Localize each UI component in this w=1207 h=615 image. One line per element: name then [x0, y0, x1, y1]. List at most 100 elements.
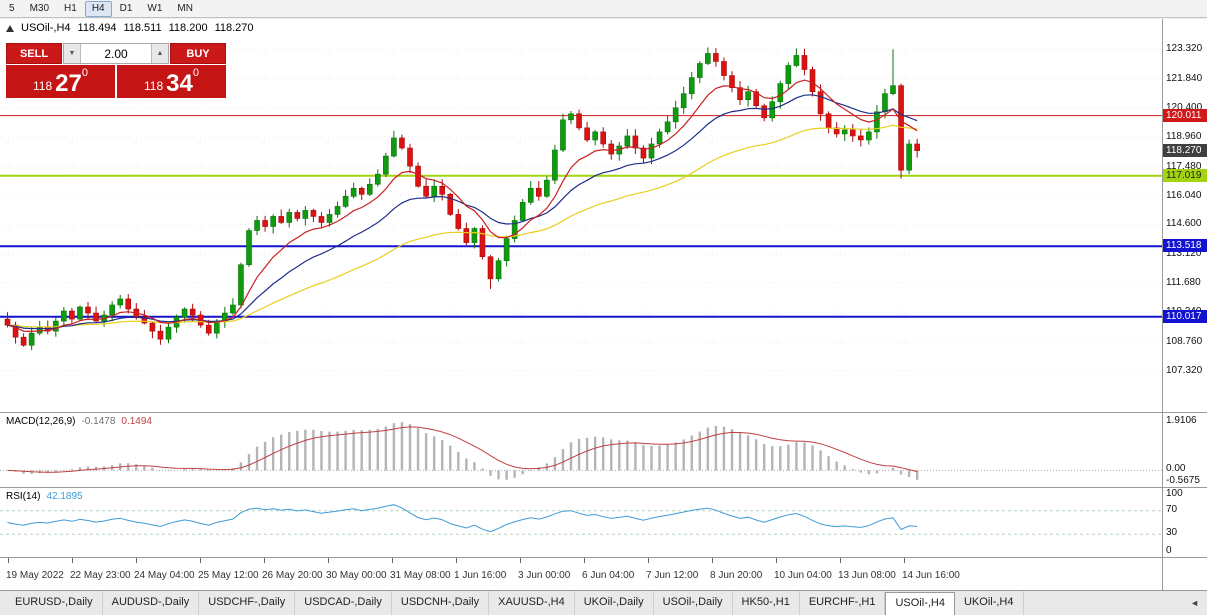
hline-price-label: 110.017	[1163, 309, 1207, 323]
ohlc-close: 118.270	[214, 22, 254, 34]
timeframe-button-5[interactable]: 5	[9, 2, 15, 14]
chart-tab-audusd-daily[interactable]: AUDUSD-,Daily	[103, 591, 200, 615]
rsi-header: RSI(14) 42.1895	[6, 491, 83, 502]
macd-title: MACD(12,26,9)	[6, 416, 76, 427]
buy-button[interactable]: BUY	[170, 43, 226, 64]
candlestick-chart[interactable]	[0, 19, 1162, 412]
timeframe-button-m30[interactable]: M30	[29, 2, 50, 14]
macd-tick-label: 0.00	[1166, 463, 1186, 474]
ohlc-open: 118.494	[77, 22, 117, 34]
volume-value[interactable]: 2.00	[104, 46, 128, 61]
chart-symbol-label: USOil-,H4	[21, 22, 71, 34]
axis-divider	[1162, 19, 1163, 590]
buy-price-prefix: 118	[144, 79, 164, 93]
chart-tab-usdchf-daily[interactable]: USDCHF-,Daily	[199, 591, 296, 615]
rsi-chart	[0, 489, 1162, 558]
time-tick-mark	[456, 558, 457, 563]
time-tick-mark	[264, 558, 265, 563]
timeframe-toolbar: 5 M30 H1 H4 D1 W1 MN	[0, 0, 1207, 18]
timeframe-button-h1[interactable]: H1	[64, 2, 77, 14]
volume-increase-button[interactable]: ▲	[151, 44, 168, 63]
time-axis-label: 26 May 20:00	[262, 570, 323, 581]
time-tick-mark	[648, 558, 649, 563]
time-axis[interactable]: 19 May 2022 22 May 23:00 24 May 04:00 25 Ma…	[0, 557, 1207, 590]
macd-histogram	[14, 422, 919, 480]
rsi-value: 42.1895	[46, 491, 83, 502]
price-tick-label: 113.120	[1166, 248, 1202, 260]
chart-marker-icon	[6, 24, 14, 32]
buy-price-sup: 0	[192, 67, 199, 79]
chart-tab-usdcad-daily[interactable]: USDCAD-,Daily	[295, 591, 392, 615]
time-axis-label: 10 Jun 04:00	[774, 570, 832, 581]
time-axis-label: 25 May 12:00	[198, 570, 259, 581]
rsi-title: RSI(14)	[6, 491, 41, 502]
price-tick-label: 114.600	[1166, 218, 1202, 230]
chart-tab-eurusd-daily[interactable]: EURUSD-,Daily	[6, 591, 103, 615]
timeframe-buttons: 5 M30 H1 H4 D1 W1 MN	[2, 0, 200, 17]
current-price-label: 118.270	[1163, 143, 1207, 157]
hline-price-label: 117.019	[1163, 168, 1207, 182]
sell-button[interactable]: SELL	[6, 43, 62, 64]
chart-tab-ukoil-h4[interactable]: UKOil-,H4	[955, 591, 1024, 615]
chart-tab-usoil-h4[interactable]: USOil-,H4	[885, 592, 955, 615]
price-tick-label: 107.320	[1166, 365, 1203, 376]
macd-tick-label: 1.9106	[1166, 415, 1197, 426]
time-tick-mark	[840, 558, 841, 563]
chart-tab-eurchf-h1[interactable]: EURCHF-,H1	[800, 591, 886, 615]
chart-tabs: EURUSD-,Daily AUDUSD-,Daily USDCHF-,Daily U…	[6, 591, 1024, 615]
macd-signal-line	[7, 426, 918, 473]
chart-tab-ukoil-daily[interactable]: UKOil-,Daily	[575, 591, 654, 615]
chart-tab-bar: EURUSD-,Daily AUDUSD-,Daily USDCHF-,Daily U…	[0, 590, 1207, 615]
one-click-trade-panel: SELL ▼ 2.00 ▲ BUY 118 27 0 118 34 0	[6, 43, 226, 98]
time-tick-mark	[328, 558, 329, 563]
time-tick-mark	[8, 558, 9, 563]
chart-tab-usdcnh-daily[interactable]: USDCNH-,Daily	[392, 591, 490, 615]
time-axis-label: 7 Jun 12:00	[646, 570, 699, 581]
volume-decrease-button[interactable]: ▼	[64, 44, 81, 63]
time-axis-label: 24 May 04:00	[134, 570, 195, 581]
price-tick-label: 111.680	[1166, 277, 1201, 289]
timeframe-button-d1[interactable]: D1	[119, 2, 133, 14]
hline-price-label: 120.011	[1163, 108, 1207, 122]
rsi-tick-label: 30	[1166, 527, 1178, 539]
sell-price-display[interactable]: 118 27 0	[6, 65, 115, 98]
time-axis-label: 19 May 2022	[6, 570, 64, 581]
chart-tab-hk50-h1[interactable]: HK50-,H1	[733, 591, 800, 615]
price-tick-label: 118.960	[1166, 130, 1202, 142]
time-tick-mark	[712, 558, 713, 563]
buy-price-pips: 34	[166, 70, 193, 97]
chart-tab-xauusd-h4[interactable]: XAUUSD-,H4	[489, 591, 575, 615]
price-tick-label: 116.040	[1166, 189, 1202, 201]
macd-indicator-panel[interactable]: MACD(12,26,9) -0.1478 0.1494 1.9106 0.00-…	[0, 412, 1207, 488]
rsi-indicator-panel[interactable]: RSI(14) 42.1895 100 70 30 0	[0, 487, 1207, 558]
time-axis-label: 6 Jun 04:00	[582, 570, 635, 581]
time-tick-mark	[72, 558, 73, 563]
timeframe-button-mn[interactable]: MN	[177, 2, 193, 14]
price-chart-panel[interactable]: USOil-,H4 118.494 118.511 118.200 118.27…	[0, 19, 1207, 412]
time-axis-label: 14 Jun 16:00	[902, 570, 960, 581]
rsi-line	[7, 504, 918, 533]
horizontal-lines[interactable]	[0, 115, 1162, 318]
volume-spinner[interactable]: ▼ 2.00 ▲	[63, 43, 169, 64]
chart-ohlc-header: USOil-,H4 118.494 118.511 118.200 118.27…	[6, 22, 254, 34]
price-tick-label: 121.840	[1166, 72, 1203, 84]
sell-price-sup: 0	[81, 67, 88, 79]
chart-window[interactable]: USOil-,H4 118.494 118.511 118.200 118.27…	[0, 19, 1207, 590]
chart-tab-usoil-daily[interactable]: USOil-,Daily	[654, 591, 733, 615]
time-axis-label: 8 Jun 20:00	[710, 570, 763, 581]
price-tick-label: 117.480	[1166, 160, 1202, 172]
time-tick-mark	[776, 558, 777, 563]
timeframe-button-h4[interactable]: H4	[84, 0, 112, 17]
tab-scroll-left-button[interactable]: ◄	[1190, 598, 1199, 608]
time-axis-label: 31 May 08:00	[390, 570, 451, 581]
price-tick-label: 123.320	[1166, 43, 1203, 54]
time-tick-mark	[584, 558, 585, 563]
time-axis-label: 13 Jun 08:00	[838, 570, 896, 581]
rsi-tick-label: 0	[1166, 545, 1172, 556]
moving-average-lines	[7, 79, 918, 333]
price-tick-label: 120.400	[1166, 101, 1203, 113]
time-axis-label: 3 Jun 00:00	[518, 570, 571, 581]
sell-price-pips: 27	[55, 70, 82, 97]
timeframe-button-w1[interactable]: W1	[147, 2, 163, 14]
buy-price-display[interactable]: 118 34 0	[117, 65, 226, 98]
